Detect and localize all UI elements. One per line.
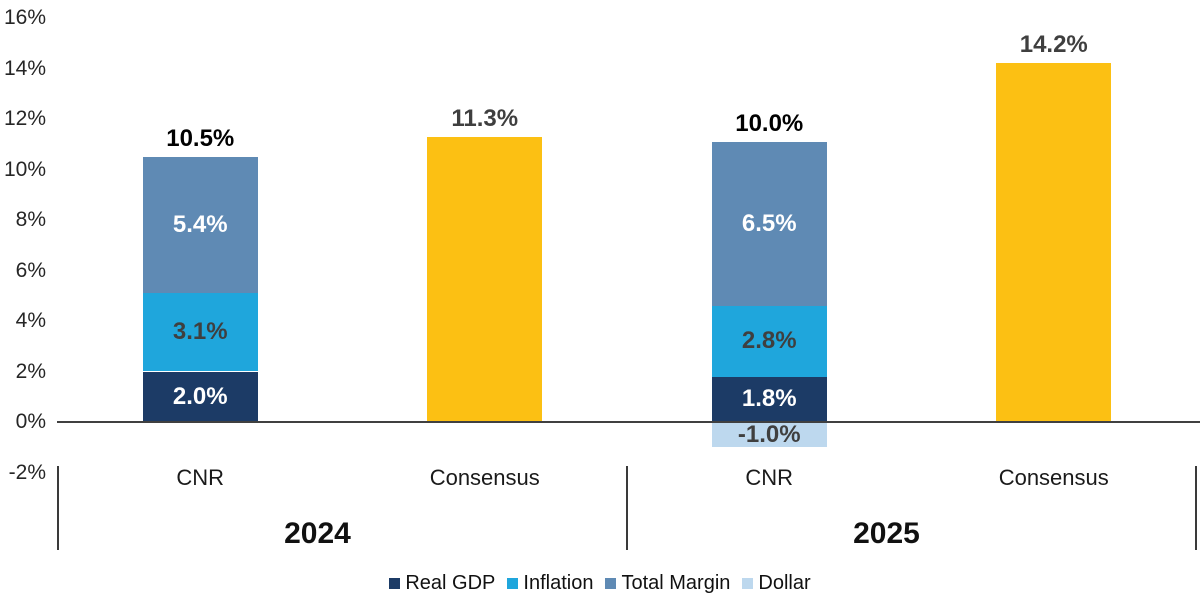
y-axis-tick-label: 16% bbox=[3, 6, 46, 29]
group-separator bbox=[626, 466, 628, 550]
legend-item-real-gdp: Real GDP bbox=[389, 572, 495, 595]
group-separator bbox=[57, 466, 59, 550]
y-axis-tick-label: 0% bbox=[15, 410, 46, 433]
y-axis-tick-label: -2% bbox=[8, 460, 46, 484]
bar-segment-inflation: 2.8% bbox=[711, 305, 827, 377]
bar-segment-total-margin: 5.4% bbox=[142, 156, 258, 294]
group-separator bbox=[1195, 466, 1197, 550]
legend-swatch-icon bbox=[507, 577, 519, 589]
legend-swatch-icon bbox=[389, 577, 401, 589]
y-axis-tick-label: 10% bbox=[3, 157, 46, 181]
bar-total-label: 10.0% bbox=[735, 109, 804, 137]
bar-consensus bbox=[996, 63, 1112, 422]
legend-item-total-margin: Total Margin bbox=[605, 572, 730, 595]
category-label-consensus: Consensus bbox=[429, 465, 540, 490]
bar-segment-total-margin: 6.5% bbox=[711, 141, 827, 306]
x-axis-line bbox=[57, 421, 1200, 423]
legend-item-dollar: Dollar bbox=[742, 571, 811, 595]
legend-label: Inflation bbox=[523, 571, 594, 594]
category-label-cnr: CNR bbox=[176, 465, 225, 490]
y-axis-tick-label: 2% bbox=[15, 359, 46, 383]
legend-swatch-icon bbox=[605, 577, 617, 589]
y-axis-tick-label: 4% bbox=[15, 309, 46, 332]
bar-consensus bbox=[427, 136, 543, 422]
bar-segment-inflation: 3.1% bbox=[142, 293, 258, 372]
bar-total-label: 11.3% bbox=[451, 104, 519, 132]
legend-item-inflation: Inflation bbox=[507, 572, 593, 595]
category-label-consensus: Consensus bbox=[998, 465, 1109, 490]
bar-total-label: 10.5% bbox=[166, 124, 235, 152]
legend-swatch-icon bbox=[742, 577, 754, 589]
bar-total-label: 14.2% bbox=[1019, 31, 1088, 59]
legend-label: Dollar bbox=[758, 571, 811, 594]
bar-segment-dollar: -1.0% bbox=[711, 421, 827, 448]
legend-label: Real GDP bbox=[405, 571, 496, 594]
category-label-cnr: CNR bbox=[745, 465, 794, 490]
year-label-2024: 2024 bbox=[284, 517, 351, 550]
year-label-2025: 2025 bbox=[853, 517, 920, 550]
legend-label: Total Margin bbox=[621, 571, 731, 594]
bar-segment-real-gdp: 1.8% bbox=[711, 376, 827, 422]
bar-segment-real-gdp: 2.0% bbox=[142, 371, 258, 422]
y-axis-tick-label: 6% bbox=[15, 258, 46, 282]
y-axis-tick-label: 12% bbox=[3, 107, 46, 130]
y-axis-tick-label: 8% bbox=[15, 208, 46, 231]
y-axis-tick-label: 14% bbox=[3, 56, 46, 80]
legend: Real GDP Inflation Total Margin Dollar bbox=[0, 569, 1200, 597]
